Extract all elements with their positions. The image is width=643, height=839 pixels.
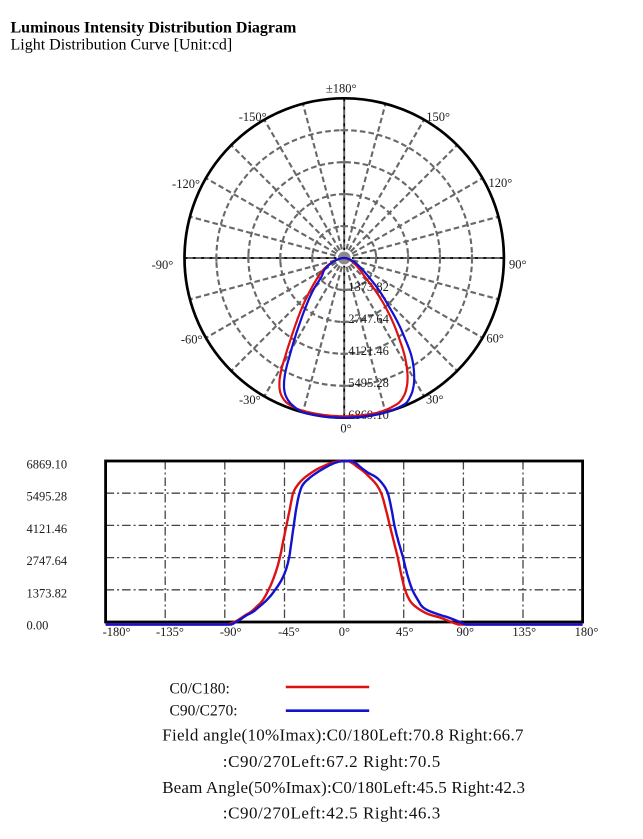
- svg-text:Light Distribution Curve [Unit: Light Distribution Curve [Unit:cd]: [11, 37, 233, 54]
- svg-text:6869.10: 6869.10: [27, 458, 68, 472]
- svg-text:2747.64: 2747.64: [27, 554, 68, 568]
- svg-text:60°: 60°: [486, 331, 504, 345]
- svg-text:135°: 135°: [512, 625, 536, 639]
- svg-text:5495.28: 5495.28: [348, 376, 389, 390]
- svg-text:C90/C270:: C90/C270:: [170, 703, 238, 720]
- svg-text:Luminous Intensity Distributio: Luminous Intensity Distribution Diagram: [11, 20, 297, 37]
- svg-text:0°: 0°: [340, 422, 351, 436]
- svg-text:-180°: -180°: [103, 625, 131, 639]
- svg-text:±180°: ±180°: [326, 82, 357, 96]
- svg-text:0°: 0°: [339, 625, 350, 639]
- svg-text:-90°: -90°: [220, 625, 242, 639]
- svg-text:90°: 90°: [509, 258, 527, 272]
- svg-text:-30°: -30°: [239, 393, 261, 407]
- svg-text:-120°: -120°: [172, 177, 200, 191]
- svg-text:Field angle(10%Imax):C0/180Lef: Field angle(10%Imax):C0/180Left:70.8 Rig…: [162, 725, 524, 744]
- svg-text:150°: 150°: [426, 110, 450, 124]
- svg-text::C90/270Left:42.5 Right:46.3: :C90/270Left:42.5 Right:46.3: [223, 803, 441, 822]
- svg-text:Beam Angle(50%Imax):C0/180Left: Beam Angle(50%Imax):C0/180Left:45.5 Righ…: [162, 778, 525, 797]
- svg-text:30°: 30°: [426, 393, 444, 407]
- svg-text:90°: 90°: [456, 625, 474, 639]
- svg-text:4121.46: 4121.46: [27, 522, 68, 536]
- svg-text:180°: 180°: [575, 625, 599, 639]
- svg-text:-150°: -150°: [239, 110, 267, 124]
- svg-text:0.00: 0.00: [27, 619, 49, 633]
- svg-text::C90/270Left:67.2 Right:70.5: :C90/270Left:67.2 Right:70.5: [223, 752, 441, 771]
- svg-text:C0/C180:: C0/C180:: [170, 681, 230, 698]
- svg-text:-60°: -60°: [181, 333, 203, 347]
- svg-text:4121.46: 4121.46: [348, 344, 389, 358]
- svg-text:45°: 45°: [396, 625, 414, 639]
- svg-text:120°: 120°: [489, 176, 513, 190]
- svg-text:2747.64: 2747.64: [348, 312, 389, 326]
- svg-text:-45°: -45°: [278, 625, 300, 639]
- svg-text:-135°: -135°: [156, 625, 184, 639]
- svg-text:-90°: -90°: [152, 258, 174, 272]
- svg-text:5495.28: 5495.28: [27, 490, 68, 504]
- svg-text:1373.82: 1373.82: [27, 586, 68, 600]
